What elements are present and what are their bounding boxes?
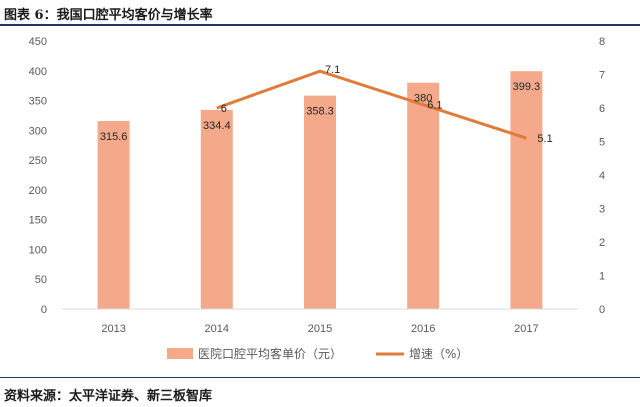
right-tick-label: 6 [599,103,605,115]
right-tick-label: 7 [599,70,605,82]
bar-series [97,71,543,309]
bar [407,82,440,309]
bottom-rule [0,377,640,378]
left-tick-label: 0 [41,304,47,316]
x-tick-label: 2017 [514,323,538,335]
x-tick-label: 2016 [411,323,435,335]
right-tick-label: 2 [599,237,605,249]
left-tick-label: 50 [35,274,47,286]
legend: 医院口腔平均客单价（元） 增速（%） [167,346,468,361]
left-axis-ticks: 0 50 100 150 200 250 300 350 400 450 [29,36,47,316]
right-tick-label: 0 [599,304,605,316]
left-tick-label: 200 [29,185,47,197]
bar-data-label: 380 [414,93,432,105]
right-axis-ticks: 0 1 2 3 4 5 6 7 8 [599,36,605,316]
line-data-label: 5.1 [537,133,552,145]
line-data-label: 7.1 [325,64,340,76]
source-note: 资料来源：太平洋证券、新三板智库 [4,389,213,404]
right-tick-label: 4 [599,170,605,182]
x-tick-label: 2013 [101,323,125,335]
legend-bar-swatch [167,348,193,359]
bar-data-label: 358.3 [306,106,334,118]
left-tick-label: 250 [29,155,47,167]
right-tick-label: 5 [599,137,605,149]
line-data-label: 6 [221,103,227,115]
line-data-labels: 6 7.1 6.1 5.1 [221,64,553,145]
bar [510,71,543,309]
left-tick-label: 450 [29,36,47,48]
right-tick-label: 8 [599,36,605,48]
legend-bar-label: 医院口腔平均客单价（元） [198,346,342,361]
x-axis-ticks: 2013 2014 2015 2016 2017 [101,323,538,335]
bar [97,121,130,309]
left-tick-label: 100 [29,244,47,256]
legend-line-label: 增速（%） [409,347,468,361]
growth-line [216,69,527,140]
bar-data-label: 334.4 [203,120,231,132]
x-tick-label: 2015 [308,323,332,335]
bar-data-label: 315.6 [100,131,128,143]
top-rule [0,24,640,26]
bar [304,95,336,309]
bar [200,109,233,309]
left-tick-label: 350 [29,96,47,108]
left-tick-label: 150 [29,215,47,227]
bar-data-labels: 315.6 334.4 358.3 380 399.3 [100,81,540,143]
x-tick-label: 2014 [205,323,229,335]
left-tick-label: 400 [29,66,47,78]
right-tick-label: 1 [599,271,605,283]
left-tick-label: 300 [29,125,47,137]
right-tick-label: 3 [599,204,605,216]
chart-title: 图表 6：我国口腔平均客价与增长率 [4,8,213,23]
bar-data-label: 399.3 [513,81,541,93]
line-data-label: 6.1 [427,100,442,112]
